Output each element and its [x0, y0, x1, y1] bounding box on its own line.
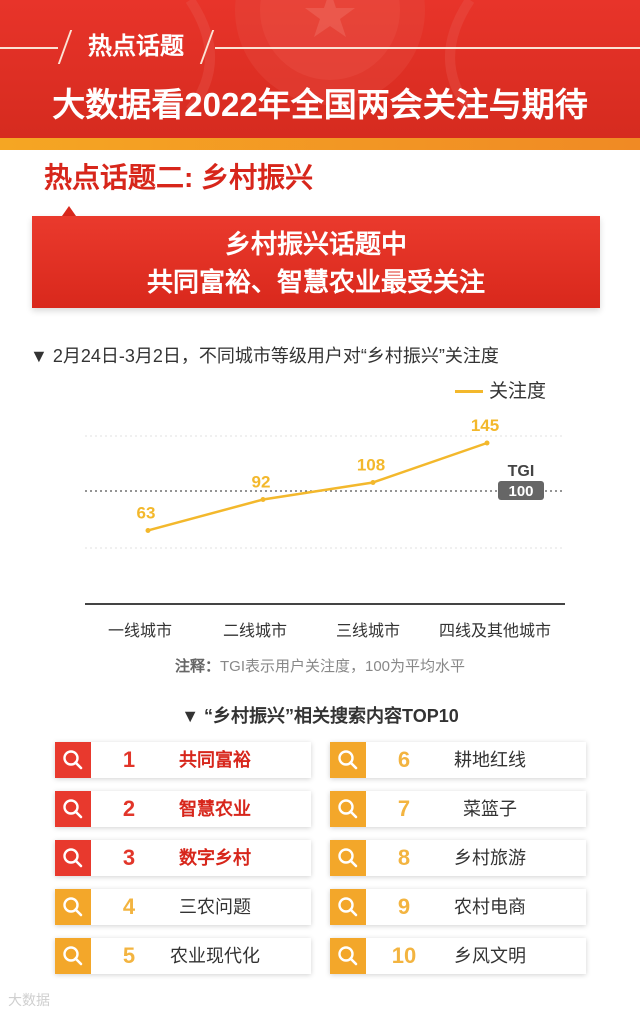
search-term: 数字乡村: [179, 848, 251, 868]
search-term: 农村电商: [454, 897, 526, 917]
banner-line-1: 乡村振兴话题中: [224, 229, 407, 259]
search-icon: [55, 840, 91, 876]
note-text: TGI表示用户关注度，100为平均水平: [219, 658, 466, 675]
data-point: [145, 527, 151, 533]
tgi-badge: [498, 481, 544, 500]
legend-swatch: [455, 390, 483, 394]
chart-ticks: 一线城市 二线城市 三线城市 四线及其他城市: [108, 622, 551, 640]
chart-grid: [85, 435, 565, 605]
banner-line-2: 共同富裕、智慧农业最受关注: [146, 267, 485, 297]
search-term: 乡村旅游: [454, 848, 526, 868]
watermark: 大数据: [8, 992, 50, 1008]
x-tick-label: 三线城市: [336, 622, 400, 640]
data-label: 108: [357, 455, 385, 474]
headline-banner: 乡村振兴话题中 共同富裕、智慧农业最受关注: [32, 216, 600, 308]
rank-number: 6: [397, 747, 411, 772]
rank-number: 4: [122, 894, 136, 919]
tag-line-left: [0, 47, 58, 49]
section-tag: 热点话题: [57, 26, 215, 68]
search-term: 菜篮子: [463, 799, 517, 819]
search-item[interactable]: 6 耕地红线: [330, 742, 586, 778]
chart-note: 注释：TGI表示用户关注度，100为平均水平: [0, 655, 640, 679]
search-item[interactable]: 1 共同富裕: [55, 742, 311, 778]
search-item[interactable]: 4 三农问题: [55, 889, 311, 925]
search-icon: [330, 791, 366, 827]
search-icon: [55, 889, 91, 925]
data-label: 63: [137, 503, 156, 522]
data-point: [260, 497, 266, 503]
section-tag-text: 热点话题: [88, 33, 184, 60]
rank-number: 1: [122, 747, 136, 772]
header-banner: 热点话题 大数据看2022年全国两会关注与期待: [0, 0, 640, 150]
data-label: 92: [252, 473, 271, 492]
page-title: 大数据看2022年全国两会关注与期待: [52, 86, 588, 123]
search-item[interactable]: 9 农村电商: [330, 889, 586, 925]
rank-number: 2: [122, 796, 136, 821]
chart-heading: ▼ 2月24日-3月2日，不同城市等级用户对“乡村振兴”关注度: [30, 346, 499, 366]
header-strip: [0, 138, 640, 150]
rank-number: 9: [397, 894, 411, 919]
search-term: 乡风文明: [454, 946, 526, 966]
search-term: 智慧农业: [179, 799, 251, 819]
series-line: [147, 441, 488, 532]
tgi-label: TGI: [508, 463, 535, 480]
chart-marks: 63 92 108 145 TGI 100: [137, 416, 544, 533]
x-tick-label: 二线城市: [223, 622, 287, 640]
search-term: 农业现代化: [170, 946, 260, 966]
tgi-value: 100: [508, 483, 533, 500]
search-item[interactable]: 8 乡村旅游: [330, 840, 586, 876]
search-icon: [330, 938, 366, 974]
topic-subtitle: 热点话题二: 乡村振兴: [44, 162, 314, 193]
search-icon: [330, 889, 366, 925]
rank-number: 10: [391, 943, 417, 968]
search-term: 耕地红线: [454, 750, 526, 770]
data-label: 145: [471, 416, 499, 435]
banner-notch: [62, 206, 76, 216]
x-tick-label: 一线城市: [108, 622, 172, 640]
search-icon: [55, 791, 91, 827]
chart-legend: 关注度: [455, 377, 546, 407]
search-item[interactable]: 10 乡风文明: [330, 938, 586, 974]
top10-heading: ▼ “乡村振兴”相关搜索内容TOP10: [181, 706, 459, 726]
tag-line-right: [215, 47, 640, 49]
search-icon: [330, 840, 366, 876]
search-item[interactable]: 3 数字乡村: [55, 840, 311, 876]
rank-number: 8: [397, 845, 411, 870]
search-icon: [330, 742, 366, 778]
rank-number: 7: [397, 796, 411, 821]
note-prefix: 注释：: [174, 658, 220, 675]
header-decoration: [185, 0, 475, 114]
search-item[interactable]: 7 菜篮子: [330, 791, 586, 827]
search-item[interactable]: 2 智慧农业: [55, 791, 311, 827]
attention-line-chart: 63 92 108 145 TGI 100 一线城市 二线城市 三线城市 四线及其他城市: [85, 416, 565, 640]
search-icon: [55, 742, 91, 778]
rank-number: 3: [122, 845, 136, 870]
search-term: 共同富裕: [179, 750, 251, 770]
search-item[interactable]: 5 农业现代化: [55, 938, 311, 974]
x-tick-label: 四线及其他城市: [439, 622, 551, 640]
rank-number: 5: [122, 943, 136, 968]
data-point: [370, 479, 376, 485]
search-term: 三农问题: [179, 897, 251, 917]
data-point: [484, 440, 490, 446]
search-icon: [55, 938, 91, 974]
legend-label: 关注度: [489, 381, 547, 402]
